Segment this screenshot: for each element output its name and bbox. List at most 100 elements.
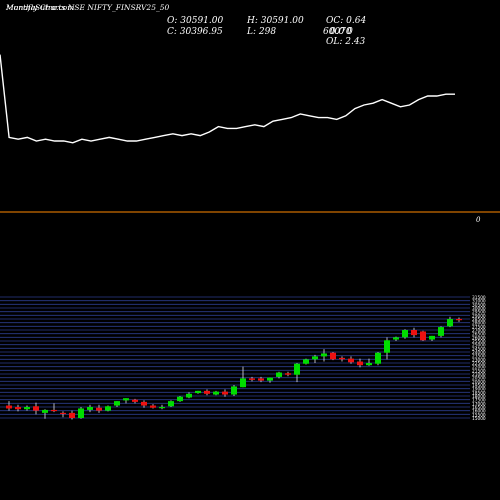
tick-label: 27000 xyxy=(472,328,486,334)
candle-body xyxy=(339,357,345,360)
tick-label: 16000 xyxy=(472,409,486,415)
candle-body xyxy=(60,412,66,415)
volume-overlap-a: 60070 xyxy=(323,27,352,37)
price-grid xyxy=(0,296,470,419)
tick-label: 25000 xyxy=(472,343,486,349)
candle-body xyxy=(96,407,102,411)
candle-body xyxy=(105,406,111,411)
candle-body xyxy=(87,407,93,410)
tick-label: 24000 xyxy=(472,350,486,356)
tick-label: 24500 xyxy=(472,346,486,352)
candle-body xyxy=(51,409,57,412)
candle-body xyxy=(276,372,282,377)
tick-label: 23500 xyxy=(472,354,486,360)
tick-label: 30500 xyxy=(472,302,486,308)
candle-body xyxy=(195,390,201,394)
tick-label: 28000 xyxy=(472,321,486,327)
tick-label: 27500 xyxy=(472,324,486,330)
tick-label: 28500 xyxy=(472,317,486,323)
tick-label: 18500 xyxy=(472,390,486,396)
candle-body xyxy=(168,401,174,407)
candle-body xyxy=(285,373,291,375)
candle-body xyxy=(24,407,30,410)
tick-label: 30000 xyxy=(472,306,486,312)
candle-body xyxy=(114,401,120,406)
candle-body xyxy=(204,390,210,394)
tick-label: 31500 xyxy=(472,295,486,301)
candle-body xyxy=(42,409,48,413)
line-series-path xyxy=(0,54,455,144)
tick-label: 15500 xyxy=(472,412,486,418)
candle-body xyxy=(366,363,372,366)
tick-label: 22500 xyxy=(472,361,486,367)
tick-label: 19000 xyxy=(472,387,486,393)
candle-body xyxy=(321,353,327,357)
candle-body xyxy=(123,398,129,401)
candle-body xyxy=(240,378,246,388)
candle-body xyxy=(222,391,228,395)
low-value: L: 298 xyxy=(247,27,277,37)
candle-body xyxy=(15,407,21,410)
tick-label: 29000 xyxy=(472,313,486,319)
candle-body xyxy=(249,378,255,380)
ol-value: OL: 2.43 xyxy=(326,37,366,47)
candle-body xyxy=(348,358,354,363)
candle-body xyxy=(447,319,453,327)
high-value: H: 30591.00 xyxy=(247,16,304,26)
open-value: O: 30591.00 xyxy=(167,16,224,26)
tick-label: 21500 xyxy=(472,368,486,374)
candle-body xyxy=(78,408,84,418)
tick-label: 20000 xyxy=(472,379,486,385)
candle-body xyxy=(312,356,318,360)
candle-body xyxy=(6,405,12,409)
candle-body xyxy=(384,340,390,353)
candle-body xyxy=(429,335,435,340)
candle-body xyxy=(258,378,264,381)
candle-body xyxy=(402,330,408,338)
candle-body xyxy=(69,412,75,418)
tick-label: 20500 xyxy=(472,376,486,382)
candle-body xyxy=(330,352,336,360)
candle-body xyxy=(357,361,363,366)
candle-body xyxy=(438,327,444,336)
candle-body xyxy=(141,401,147,406)
candlestick-series xyxy=(6,316,462,420)
candle-body xyxy=(231,386,237,395)
tick-label: 17000 xyxy=(472,401,486,407)
candle-body xyxy=(150,405,156,408)
candle-body xyxy=(393,337,399,340)
tick-label: 18000 xyxy=(472,394,486,400)
close-value: C: 30396.95 xyxy=(167,27,223,37)
candle-body xyxy=(411,330,417,336)
candle-body xyxy=(294,363,300,375)
candle-body xyxy=(375,352,381,364)
tick-label: 23000 xyxy=(472,357,486,363)
candle-body xyxy=(186,393,192,398)
tick-label: 26500 xyxy=(472,332,486,338)
tick-label: 15000 xyxy=(472,416,486,422)
tick-label: 16500 xyxy=(472,405,486,411)
candle-body xyxy=(303,359,309,364)
tick-label: 29500 xyxy=(472,310,486,316)
candle-body xyxy=(420,331,426,341)
candle-body xyxy=(267,377,273,381)
tick-label: 17500 xyxy=(472,398,486,404)
tick-label: 19500 xyxy=(472,383,486,389)
candle-body xyxy=(177,396,183,402)
candle-body xyxy=(456,319,462,321)
tick-label: 31000 xyxy=(472,299,486,305)
tick-label: 22000 xyxy=(472,365,486,371)
price-axis: 3150031000305003000029500290002850028000… xyxy=(472,295,486,422)
candle-body xyxy=(213,391,219,395)
oc-value: OC: 0.64 xyxy=(326,16,367,26)
volume-overlap-b: 0.0 0 xyxy=(330,27,353,37)
divider-label: 0 xyxy=(476,216,481,224)
tick-label: 26000 xyxy=(472,335,486,341)
tick-label: 21000 xyxy=(472,372,486,378)
tick-label: 25500 xyxy=(472,339,486,345)
candle-body xyxy=(159,407,165,409)
chart-title: Monthly Charts NSE NIFTY_FINSRV25_50 xyxy=(6,3,170,12)
candle-body xyxy=(132,399,138,402)
candle-body xyxy=(33,406,39,411)
